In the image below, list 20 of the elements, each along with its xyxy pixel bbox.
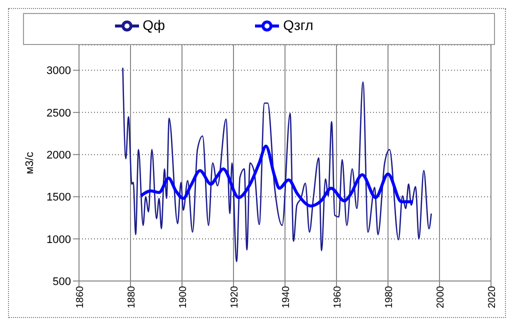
legend-label: Qзгл xyxy=(283,16,314,33)
x-tick-label: 1960 xyxy=(332,286,344,308)
x-tick-label: 1860 xyxy=(75,286,86,308)
line-series xyxy=(139,144,414,208)
x-tick-label: 1920 xyxy=(230,286,241,308)
x-tick-label: 2020 xyxy=(487,286,498,308)
legend-label: Qф xyxy=(142,16,166,33)
line-series xyxy=(122,67,432,262)
y-tick-label: 1500 xyxy=(46,192,71,204)
x-tick-label: 1880 xyxy=(126,286,138,308)
y-tick-label: 2000 xyxy=(46,149,71,162)
x-tick-label: 1980 xyxy=(384,286,396,308)
x-tick-label: 1940 xyxy=(281,286,292,308)
y-tick-label: 3000 xyxy=(46,65,71,78)
y-tick-label: 500 xyxy=(52,276,71,288)
y-axis-title: м3/с xyxy=(24,151,36,174)
x-tick-label: 2000 xyxy=(436,286,447,308)
y-tick-label: 2500 xyxy=(46,107,71,120)
x-tick-label: 1900 xyxy=(178,286,190,308)
y-tick-label: 1000 xyxy=(46,234,71,246)
